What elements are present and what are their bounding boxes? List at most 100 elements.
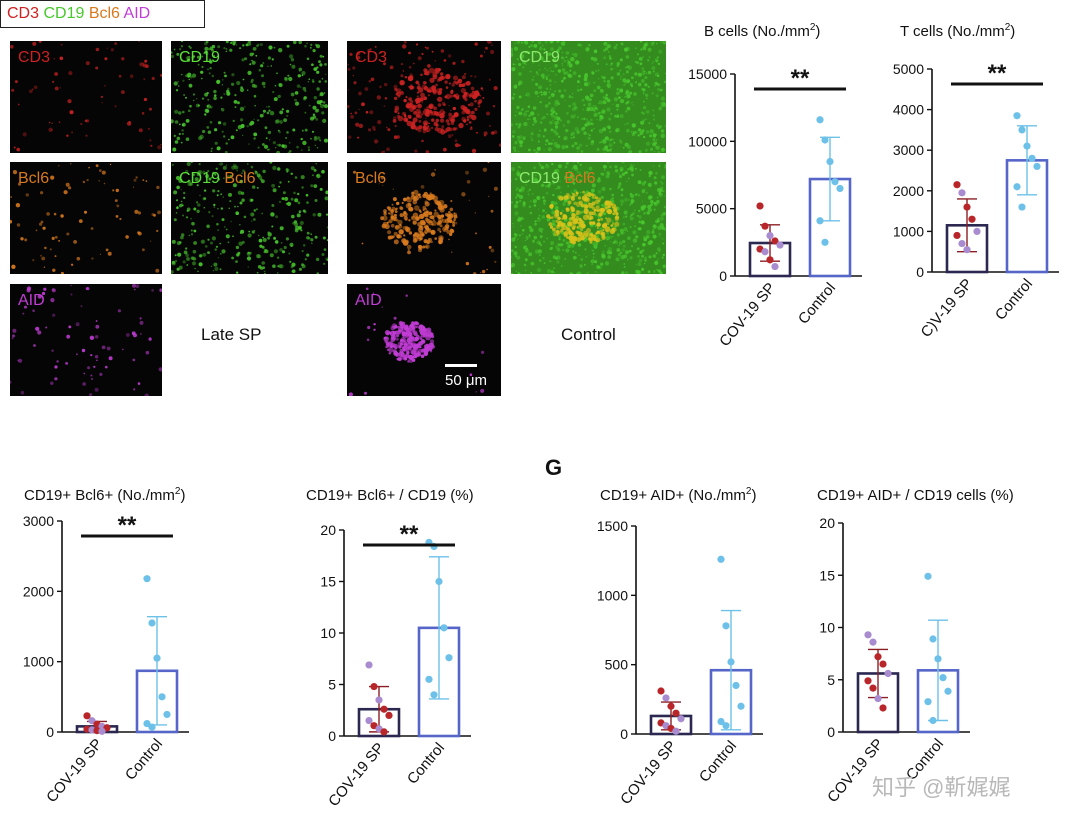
- cell-dot: [574, 167, 579, 172]
- cell-dot: [125, 235, 129, 239]
- cell-dot: [180, 235, 184, 240]
- cell-dot: [642, 56, 645, 58]
- cell-dot: [294, 228, 299, 233]
- cell-dot: [561, 64, 564, 67]
- cell-dot: [614, 165, 618, 169]
- cell-dot: [313, 137, 318, 141]
- condition-label-control: Control: [561, 325, 616, 344]
- cell-dot: [321, 111, 325, 115]
- cell-dot: [629, 215, 632, 218]
- cell-dot: [267, 236, 270, 240]
- cell-dot: [573, 189, 577, 193]
- cell-dot: [386, 126, 388, 129]
- cell-dot: [582, 126, 586, 130]
- y-tick-label: 15: [819, 567, 835, 583]
- cell-dot: [464, 72, 467, 76]
- germinal-center-dot: [569, 216, 573, 221]
- germinal-center-dot: [439, 224, 443, 228]
- cell-dot: [554, 90, 557, 93]
- cell-dot: [511, 67, 516, 72]
- germinal-center-dot: [575, 193, 578, 197]
- cell-dot: [60, 271, 64, 274]
- cell-dot: [527, 118, 529, 121]
- cell-dot: [552, 193, 555, 197]
- cell-dot: [653, 208, 656, 211]
- cell-dot: [405, 294, 408, 297]
- cell-dot: [523, 41, 527, 43]
- cell-dot: [572, 93, 574, 95]
- cell-dot: [587, 136, 591, 140]
- germinal-center-dot: [588, 202, 594, 209]
- cell-dot: [11, 264, 16, 269]
- cell-dot: [277, 129, 280, 132]
- cell-dot: [176, 199, 178, 202]
- cell-dot: [661, 193, 663, 196]
- cell-dot: [210, 150, 213, 153]
- germinal-center-dot: [418, 238, 422, 242]
- germinal-center-dot: [432, 105, 436, 110]
- cell-dot: [657, 269, 661, 273]
- cell-dot: [185, 137, 190, 141]
- cell-dot: [263, 113, 265, 115]
- cell-dot: [302, 86, 307, 91]
- germinal-center-dot: [577, 221, 580, 224]
- cell-dot: [511, 256, 513, 258]
- y-tick-label: 2000: [23, 583, 54, 599]
- cell-dot: [227, 87, 230, 91]
- cell-dot: [91, 378, 93, 380]
- cell-dot: [378, 183, 380, 185]
- cell-dot: [12, 170, 18, 175]
- cell-dot: [253, 84, 258, 88]
- micrograph-label: CD19 Bcl6: [519, 170, 595, 188]
- cell-dot: [180, 45, 183, 48]
- cell-dot: [239, 106, 245, 112]
- cell-dot: [409, 100, 414, 104]
- cell-dot: [522, 107, 524, 109]
- cell-dot: [231, 41, 235, 43]
- cell-dot: [143, 97, 147, 102]
- cell-dot: [623, 47, 629, 52]
- cell-dot: [258, 238, 263, 243]
- germinal-center-dot: [403, 98, 407, 103]
- cell-dot: [561, 51, 564, 54]
- cell-dot: [286, 170, 289, 173]
- data-point: [816, 116, 824, 124]
- cell-dot: [253, 218, 256, 221]
- cell-dot: [205, 109, 210, 113]
- cell-dot: [142, 179, 145, 181]
- cell-dot: [610, 62, 613, 65]
- y-tick-label: 1000: [893, 223, 924, 239]
- cell-dot: [662, 148, 665, 150]
- cell-dot: [489, 125, 491, 127]
- cell-dot: [593, 89, 597, 93]
- germinal-center-dot: [422, 120, 429, 126]
- data-point: [874, 653, 882, 661]
- cell-dot: [299, 211, 301, 214]
- cell-dot: [224, 150, 228, 153]
- cell-dot: [230, 41, 233, 45]
- cell-dot: [229, 200, 232, 203]
- cell-dot: [541, 215, 546, 219]
- germinal-center-dot: [589, 238, 594, 242]
- cell-dot: [626, 180, 628, 183]
- cell-dot: [637, 134, 640, 137]
- cell-dot: [558, 238, 561, 241]
- cell-dot: [658, 191, 662, 195]
- cell-dot: [649, 129, 654, 134]
- germinal-center-dot: [449, 228, 455, 234]
- cell-dot: [640, 48, 643, 51]
- cell-dot: [203, 197, 207, 200]
- cell-dot: [122, 348, 124, 351]
- category-label: COV-19 SP: [617, 738, 680, 808]
- chart-cd19-aid-pct: CD19+ AID+ / CD19 cells (%)05101520COV-1…: [817, 487, 1014, 806]
- cell-dot: [176, 185, 180, 190]
- cell-dot: [656, 196, 659, 199]
- cell-dot: [261, 74, 264, 78]
- cell-dot: [577, 243, 582, 247]
- cell-dot: [652, 109, 655, 112]
- germinal-center-dot: [471, 114, 477, 121]
- germinal-center-dot: [573, 201, 577, 205]
- cell-dot: [606, 231, 610, 235]
- cell-dot: [246, 125, 249, 128]
